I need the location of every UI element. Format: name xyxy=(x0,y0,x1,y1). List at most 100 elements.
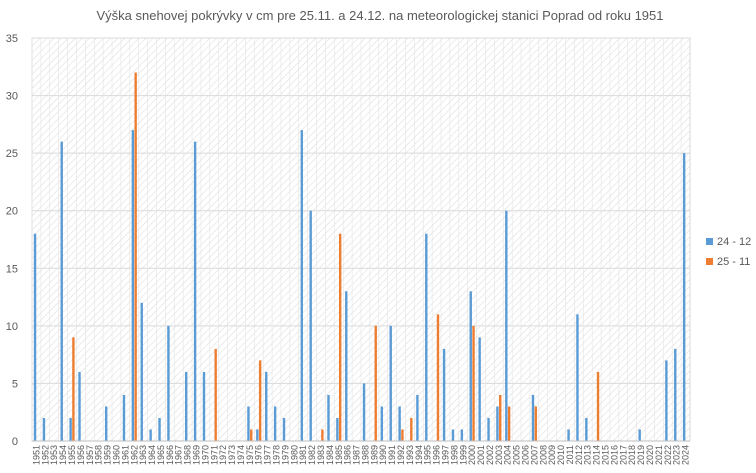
bar-dec-1970 xyxy=(202,371,206,441)
bar-nov-1971 xyxy=(214,348,217,441)
x-tick-label: 2016 xyxy=(609,445,619,465)
x-tick-label: 2020 xyxy=(645,445,655,465)
legend-swatch xyxy=(706,238,713,245)
bar-nov-1976 xyxy=(258,360,262,441)
bar-dec-1978 xyxy=(273,406,277,441)
bar-dec-2002 xyxy=(487,417,490,441)
x-tick-label: 1957 xyxy=(85,445,95,465)
x-tick-label: 2014 xyxy=(592,445,602,465)
x-tick-label: 1985 xyxy=(334,445,344,465)
bar-dec-1999 xyxy=(460,429,464,441)
x-tick-label: 2021 xyxy=(654,445,664,465)
x-tick-label: 1994 xyxy=(414,445,424,465)
x-tick-label: 2024 xyxy=(681,445,691,465)
x-tick-label: 1993 xyxy=(405,445,415,465)
y-tick-label: 15 xyxy=(6,263,18,275)
bar-dec-2011 xyxy=(567,429,570,441)
legend-label: 25 - 11 xyxy=(717,256,750,268)
bars xyxy=(33,72,686,442)
x-tick-label: 2009 xyxy=(547,445,557,465)
x-tick-label: 2023 xyxy=(672,445,682,465)
x-tick-label: 2008 xyxy=(538,445,548,465)
legend-swatch xyxy=(706,258,713,265)
x-tick-label: 1960 xyxy=(111,445,121,465)
x-tick-label: 1997 xyxy=(440,445,450,465)
bar-dec-1998 xyxy=(451,429,455,441)
x-tick-label: 2003 xyxy=(494,445,504,465)
x-tick-label: 1953 xyxy=(49,445,59,465)
bar-dec-1968 xyxy=(185,371,188,441)
bar-dec-1986 xyxy=(345,291,348,441)
x-tick-label: 1989 xyxy=(369,445,379,465)
bar-dec-1979 xyxy=(282,417,286,441)
bar-dec-2022 xyxy=(665,360,668,441)
bar-dec-1990 xyxy=(380,406,384,441)
x-tick-label: 1999 xyxy=(458,445,468,465)
x-tick-label: 2013 xyxy=(583,445,593,465)
x-tick-label: 1964 xyxy=(147,445,157,465)
x-tick-label: 1996 xyxy=(432,445,442,465)
x-tick-label: 2018 xyxy=(627,445,637,465)
x-tick-label: 1984 xyxy=(325,445,335,465)
x-tick-label: 1965 xyxy=(156,445,166,465)
x-tick-label: 2012 xyxy=(574,445,584,465)
bar-dec-1966 xyxy=(167,325,170,441)
bar-dec-1991 xyxy=(389,325,392,441)
x-tick-label: 1958 xyxy=(94,445,104,465)
x-tick-label: 1981 xyxy=(298,445,308,465)
bar-dec-1952 xyxy=(42,417,46,441)
x-tick-label: 1991 xyxy=(387,445,397,465)
x-tick-label: 1974 xyxy=(236,445,246,465)
bar-nov-2007 xyxy=(534,406,537,441)
legend-label: 24 - 12 xyxy=(717,236,751,248)
x-tick-label: 1976 xyxy=(254,445,264,465)
bar-dec-1969 xyxy=(193,141,197,441)
y-tick-label: 35 xyxy=(6,33,18,45)
x-tick-label: 1982 xyxy=(307,445,317,465)
x-tick-label: 1970 xyxy=(200,445,210,465)
bar-nov-2014 xyxy=(596,371,600,441)
bar-dec-1959 xyxy=(104,406,108,441)
bar-dec-1964 xyxy=(149,429,152,441)
bar-nov-1975 xyxy=(250,429,253,441)
x-tick-label: 2017 xyxy=(618,445,628,465)
bar-dec-1975 xyxy=(247,406,250,441)
x-tick-label: 2004 xyxy=(503,445,513,465)
x-tick-label: 1956 xyxy=(76,445,86,465)
x-tick-label: 1998 xyxy=(449,445,459,465)
bar-nov-1993 xyxy=(410,417,413,441)
bar-dec-1988 xyxy=(362,383,366,441)
bar-dec-2024 xyxy=(682,153,686,441)
x-tick-label: 2007 xyxy=(529,445,539,465)
x-tick-label: 1990 xyxy=(378,445,388,465)
x-tick-label: 2006 xyxy=(521,445,531,465)
bar-nov-1996 xyxy=(436,314,440,441)
x-tick-label: 1988 xyxy=(360,445,370,465)
bar-dec-2000 xyxy=(469,291,472,441)
bar-dec-2012 xyxy=(576,314,579,441)
y-tick-label: 10 xyxy=(6,321,18,333)
x-tick-label: 1980 xyxy=(289,445,299,465)
x-tick-label: 1987 xyxy=(352,445,362,465)
bar-dec-2023 xyxy=(674,348,677,441)
x-tick-label: 2000 xyxy=(467,445,477,465)
x-tick-label: 1983 xyxy=(316,445,326,465)
bar-nov-1989 xyxy=(374,325,377,441)
y-tick-label: 30 xyxy=(6,91,18,103)
bar-dec-1954 xyxy=(60,141,63,441)
x-tick-label: 1977 xyxy=(263,445,273,465)
x-tick-label: 2011 xyxy=(565,445,575,464)
x-tick-label: 1978 xyxy=(272,445,282,465)
x-tick-label: 2015 xyxy=(601,445,611,465)
x-tick-label: 1967 xyxy=(174,445,184,465)
bar-nov-1985 xyxy=(338,233,342,441)
x-tick-label: 1995 xyxy=(423,445,433,465)
x-tick-label: 1966 xyxy=(165,445,175,465)
bar-dec-1961 xyxy=(122,394,126,441)
x-tick-label: 1992 xyxy=(396,445,406,465)
bar-dec-1992 xyxy=(398,406,401,441)
x-tick-label: 1954 xyxy=(58,445,68,465)
bar-nov-1983 xyxy=(321,429,324,441)
bar-nov-2000 xyxy=(472,325,475,441)
x-tick-label: 1971 xyxy=(209,445,219,465)
